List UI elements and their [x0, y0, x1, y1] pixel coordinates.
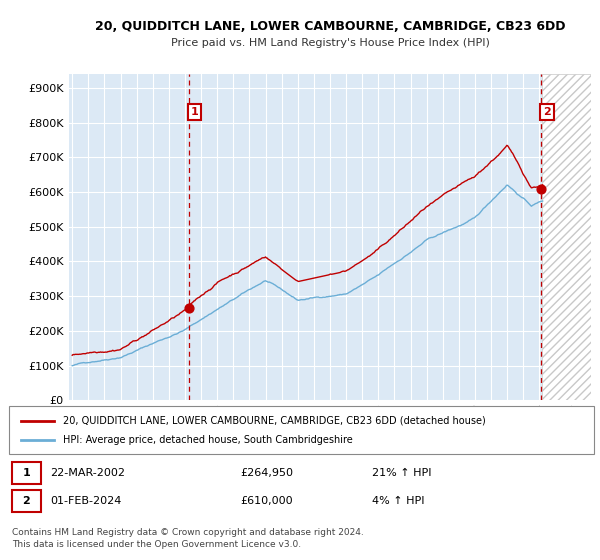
Bar — [542, 74, 591, 400]
Text: £264,950: £264,950 — [240, 468, 293, 478]
Text: 22-MAR-2002: 22-MAR-2002 — [50, 468, 125, 478]
Text: Price paid vs. HM Land Registry's House Price Index (HPI): Price paid vs. HM Land Registry's House … — [170, 38, 490, 48]
Text: 20, QUIDDITCH LANE, LOWER CAMBOURNE, CAMBRIDGE, CB23 6DD (detached house): 20, QUIDDITCH LANE, LOWER CAMBOURNE, CAM… — [63, 416, 486, 426]
Text: 2: 2 — [543, 107, 551, 117]
Text: 20, QUIDDITCH LANE, LOWER CAMBOURNE, CAMBRIDGE, CB23 6DD: 20, QUIDDITCH LANE, LOWER CAMBOURNE, CAM… — [95, 20, 565, 32]
Text: £610,000: £610,000 — [240, 496, 293, 506]
Point — [536, 184, 545, 193]
Text: 21% ↑ HPI: 21% ↑ HPI — [372, 468, 431, 478]
Text: Contains HM Land Registry data © Crown copyright and database right 2024.
This d: Contains HM Land Registry data © Crown c… — [12, 528, 364, 549]
Text: 01-FEB-2024: 01-FEB-2024 — [50, 496, 121, 506]
Text: 4% ↑ HPI: 4% ↑ HPI — [372, 496, 425, 506]
Text: 2: 2 — [23, 496, 30, 506]
Text: 1: 1 — [23, 468, 30, 478]
Bar — [542, 74, 591, 400]
Text: 1: 1 — [191, 107, 199, 117]
Point — [184, 304, 193, 313]
Text: HPI: Average price, detached house, South Cambridgeshire: HPI: Average price, detached house, Sout… — [63, 435, 353, 445]
